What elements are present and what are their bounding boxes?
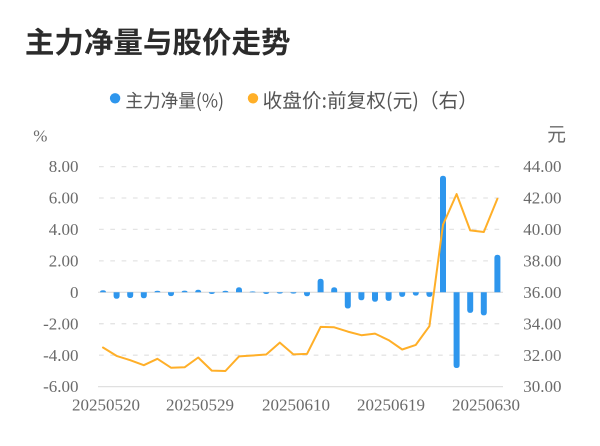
svg-text:32.00: 32.00 [523, 346, 561, 365]
svg-text:-6.00: -6.00 [43, 377, 78, 396]
svg-text:6.00: 6.00 [49, 189, 79, 208]
svg-text:34.00: 34.00 [523, 314, 561, 333]
svg-text:-2.00: -2.00 [43, 314, 78, 333]
svg-text:38.00: 38.00 [523, 252, 561, 271]
svg-text:36.00: 36.00 [523, 283, 561, 302]
svg-text:30.00: 30.00 [523, 377, 561, 396]
svg-text:44.00: 44.00 [523, 157, 561, 176]
svg-text:20250630: 20250630 [452, 395, 520, 414]
svg-text:%: % [33, 126, 47, 145]
svg-text:20250610: 20250610 [262, 395, 330, 414]
svg-text:20250520: 20250520 [72, 395, 140, 414]
svg-text:40.00: 40.00 [523, 220, 561, 239]
svg-text:20250529: 20250529 [166, 395, 234, 414]
svg-text:8.00: 8.00 [49, 157, 79, 176]
svg-text:0: 0 [70, 283, 79, 302]
svg-text:2.00: 2.00 [49, 252, 79, 271]
svg-text:-4.00: -4.00 [43, 346, 78, 365]
svg-text:20250619: 20250619 [357, 395, 425, 414]
svg-text:42.00: 42.00 [523, 189, 561, 208]
svg-text:4.00: 4.00 [49, 220, 79, 239]
